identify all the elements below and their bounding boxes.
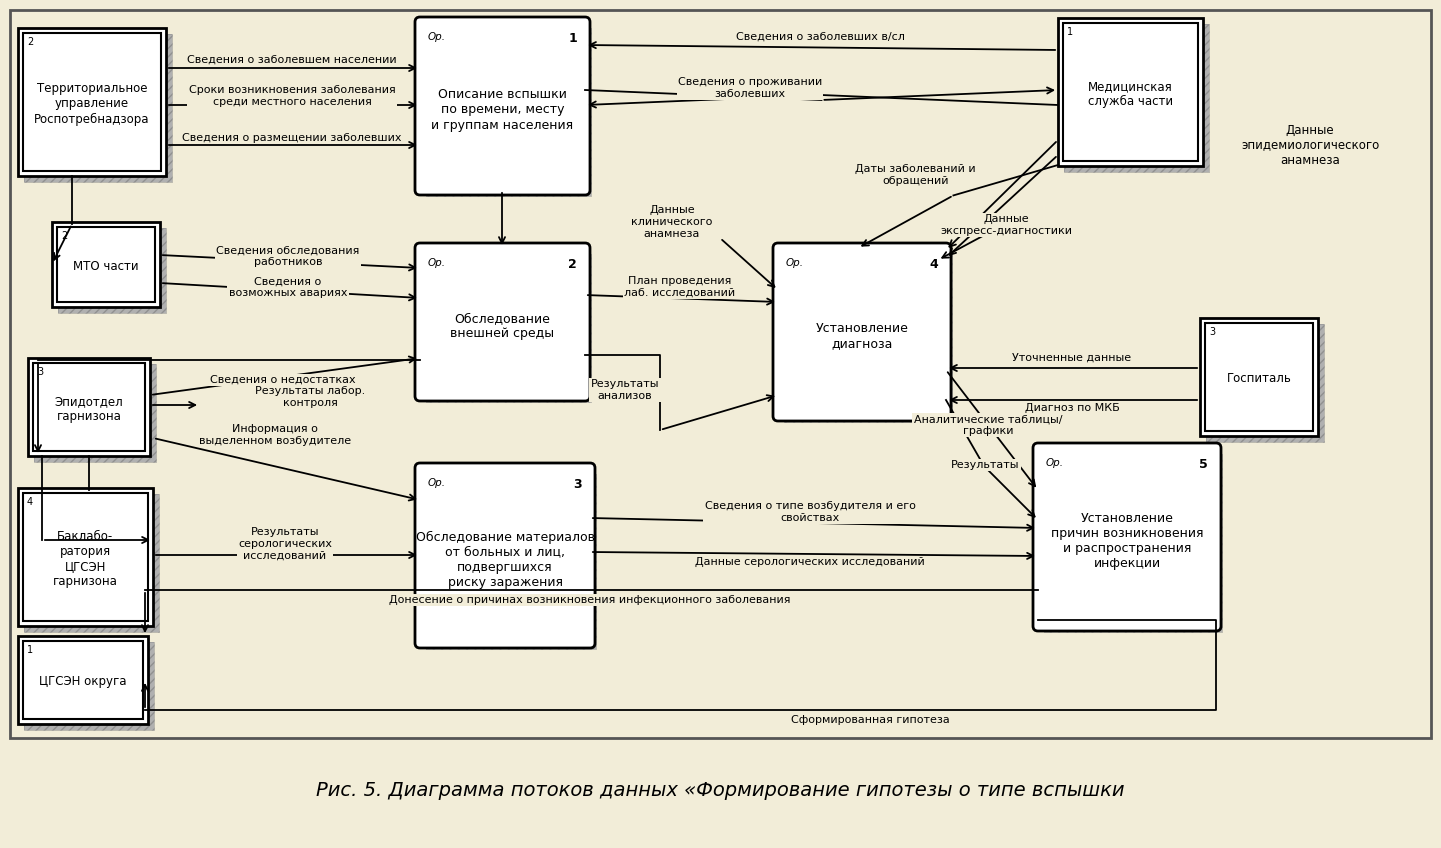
Bar [52, 222, 160, 307]
Text: Баклабо-
ратория
ЦГСЭН
гарнизона: Баклабо- ратория ЦГСЭН гарнизона [53, 530, 118, 588]
Bar [1043, 454, 1222, 632]
Text: Результаты: Результаты [951, 460, 1019, 470]
Bar [427, 474, 597, 649]
Text: 5: 5 [1199, 458, 1208, 471]
Bar [1063, 24, 1209, 172]
Text: 2: 2 [568, 258, 576, 271]
Text: Госпиталь: Госпиталь [1226, 372, 1291, 386]
Bar [23, 641, 143, 719]
Bar [784, 254, 953, 422]
Bar [1200, 318, 1319, 436]
Bar [427, 28, 591, 196]
Text: 4: 4 [929, 258, 938, 271]
Text: 2: 2 [27, 37, 33, 47]
Bar [58, 228, 166, 313]
Bar [17, 488, 153, 626]
Bar [24, 494, 159, 632]
Bar [27, 358, 150, 456]
Text: Сведения о недостатках: Сведения о недостатках [210, 375, 356, 385]
Bar [1058, 18, 1203, 166]
Bar [35, 364, 156, 462]
Text: Территориальное
управление
Роспотребнадзора: Территориальное управление Роспотребнадз… [35, 82, 150, 126]
Text: Установление
диагноза: Установление диагноза [816, 322, 908, 350]
Text: Ор.: Ор. [428, 478, 447, 488]
Bar [784, 254, 953, 422]
Text: Сведения о размещении заболевших: Сведения о размещении заболевших [182, 133, 402, 143]
FancyBboxPatch shape [1033, 443, 1221, 631]
Text: 1: 1 [1066, 27, 1074, 37]
Text: Установление
причин возникновения
и распространения
инфекции: Установление причин возникновения и расп… [1050, 512, 1203, 570]
Bar [1063, 24, 1209, 172]
Text: Сведения обследования
работников: Сведения обследования работников [216, 245, 360, 267]
Text: Ор.: Ор. [1046, 458, 1063, 468]
FancyBboxPatch shape [772, 243, 951, 421]
Bar [24, 34, 171, 182]
Text: Ор.: Ор. [428, 258, 447, 268]
Text: Сроки возникновения заболевания
среди местного населения: Сроки возникновения заболевания среди ме… [189, 85, 395, 107]
Text: Сведения о заболевшем населении: Сведения о заболевшем населении [187, 55, 396, 65]
Text: МТО части: МТО части [73, 260, 138, 273]
Text: 4: 4 [27, 497, 33, 507]
Text: Данные
клинического
анамнеза: Данные клинического анамнеза [631, 205, 713, 238]
Text: Ор.: Ор. [785, 258, 804, 268]
Text: Информация о
выделенном возбудителе: Информация о выделенном возбудителе [199, 424, 352, 446]
Bar [427, 474, 597, 649]
Text: Уточненные данные: Уточненные данные [1013, 353, 1131, 363]
Bar [17, 28, 166, 176]
Text: Даты заболеваний и
обращений: Даты заболеваний и обращений [855, 165, 976, 186]
Text: 3: 3 [37, 367, 43, 377]
Text: 2: 2 [61, 231, 68, 241]
Text: 3: 3 [1209, 327, 1215, 337]
Text: Донесение о причинах возникновения инфекционного заболевания: Донесение о причинах возникновения инфек… [389, 595, 791, 605]
Bar [35, 364, 156, 462]
Text: Ор.: Ор. [428, 32, 447, 42]
Bar [17, 636, 148, 724]
Text: Обследование
внешней среды: Обследование внешней среды [451, 312, 555, 340]
Bar [427, 254, 591, 402]
Text: Сформированная гипотеза: Сформированная гипотеза [791, 715, 950, 725]
Bar [427, 254, 591, 402]
Bar [24, 642, 154, 730]
Text: Данные
экспресс-диагностики: Данные экспресс-диагностики [940, 215, 1072, 236]
Text: Сведения о проживании
заболевших: Сведения о проживании заболевших [677, 77, 823, 99]
Bar [58, 228, 166, 313]
Text: Рис. 5. Диаграмма потоков данных «Формирование гипотезы о типе вспышки: Рис. 5. Диаграмма потоков данных «Формир… [316, 780, 1124, 800]
FancyBboxPatch shape [415, 243, 589, 401]
Bar [24, 34, 171, 182]
Text: Результаты
серологических
исследований: Результаты серологических исследований [238, 527, 331, 561]
Bar [23, 493, 148, 621]
Text: Диагноз по МКБ: Диагноз по МКБ [1025, 403, 1120, 413]
Text: Результаты
анализов: Результаты анализов [591, 379, 659, 401]
Text: 1: 1 [568, 32, 576, 45]
Text: Результаты лабор.
контроля: Результаты лабор. контроля [255, 386, 365, 408]
Text: 1: 1 [27, 645, 33, 655]
Text: Аналитические таблицы/
графики: Аналитические таблицы/ графики [914, 414, 1062, 436]
Text: ЦГСЭН округа: ЦГСЭН округа [39, 676, 127, 689]
Text: Описание вспышки
по времени, месту
и группам населения: Описание вспышки по времени, месту и гру… [431, 88, 574, 131]
Text: Данные серологических исследований: Данные серологических исследований [695, 557, 925, 567]
Text: Эпидотдел
гарнизона: Эпидотдел гарнизона [55, 395, 124, 423]
Bar [24, 642, 154, 730]
Text: План проведения
лаб. исследований: План проведения лаб. исследований [624, 276, 735, 298]
Text: 3: 3 [574, 478, 582, 491]
Text: Сведения о типе возбудителя и его
свойствах: Сведения о типе возбудителя и его свойст… [705, 501, 915, 523]
Text: Сведения о
возможных авариях: Сведения о возможных авариях [229, 276, 347, 298]
Text: Медицинская
служба части: Медицинская служба части [1088, 80, 1173, 108]
Text: Данные
эпидемиологического
анамнеза: Данные эпидемиологического анамнеза [1241, 124, 1379, 166]
Bar [58, 227, 156, 302]
Bar [10, 10, 1431, 738]
FancyBboxPatch shape [415, 17, 589, 195]
FancyBboxPatch shape [415, 463, 595, 648]
Bar [23, 33, 161, 171]
Bar [24, 494, 159, 632]
Bar [33, 363, 146, 451]
Bar [1205, 323, 1313, 431]
Bar [1206, 324, 1324, 442]
Text: Сведения о заболевших в/сл: Сведения о заболевших в/сл [735, 32, 905, 42]
Bar [427, 28, 591, 196]
Bar [1206, 324, 1324, 442]
Text: Обследование материалов
от больных и лиц,
подвергшихся
риску заражения: Обследование материалов от больных и лиц… [415, 531, 595, 589]
Bar [1043, 454, 1222, 632]
Bar [1063, 23, 1197, 161]
